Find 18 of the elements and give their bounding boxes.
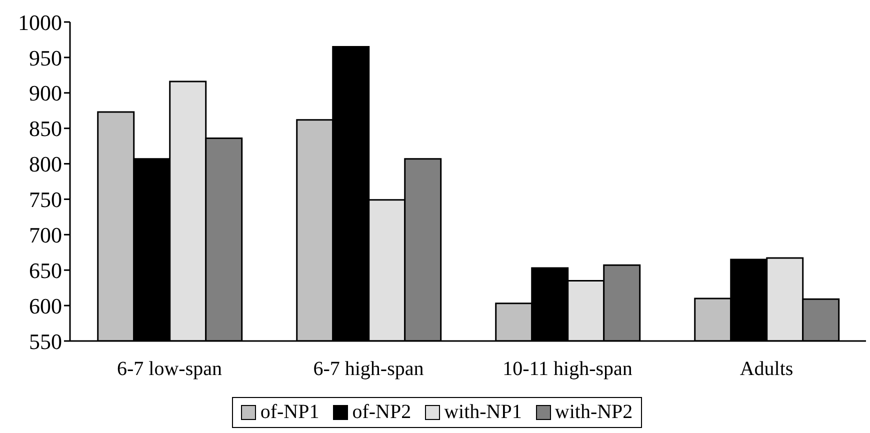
x-tick-label: 6-7 high-span	[313, 358, 424, 380]
x-tick-label: 6-7 low-span	[117, 358, 222, 380]
y-tick-label: 600	[29, 293, 62, 318]
legend-label: of-NP1	[259, 401, 320, 424]
y-tick-label: 550	[29, 328, 62, 354]
y-tick-label: 750	[29, 187, 62, 212]
y-tick-label: 850	[29, 116, 62, 142]
y-tick-label: 950	[29, 45, 62, 70]
legend-label: of-NP2	[351, 401, 412, 424]
x-tick-label: Adults	[740, 358, 794, 380]
y-tick-label: 700	[29, 222, 62, 248]
y-tick-label: 1000	[18, 10, 62, 35]
y-tick-label: 650	[29, 258, 62, 283]
legend-label: with-NP1	[443, 401, 522, 424]
y-tick-label: 900	[29, 80, 62, 106]
x-tick-label: 10-11 high-span	[502, 358, 632, 380]
legend-label: with-NP2	[554, 401, 633, 424]
y-tick-label: 800	[29, 152, 62, 177]
